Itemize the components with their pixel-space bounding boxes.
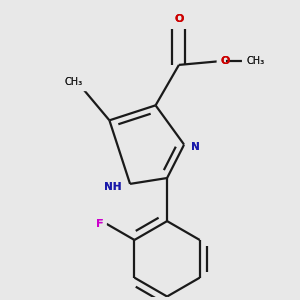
FancyBboxPatch shape [185,142,196,153]
Text: F: F [96,219,103,229]
FancyBboxPatch shape [242,57,263,66]
Text: O: O [220,56,230,66]
Text: NH: NH [103,182,121,192]
Text: CH₃: CH₃ [246,56,265,66]
FancyBboxPatch shape [217,57,226,66]
Text: CH₃: CH₃ [64,77,82,87]
Text: CH₃: CH₃ [64,77,82,87]
Text: O: O [174,14,184,24]
FancyBboxPatch shape [98,219,107,229]
Text: O: O [220,56,230,66]
Text: NH: NH [103,182,121,192]
FancyBboxPatch shape [70,82,91,91]
Text: N: N [190,142,199,152]
Text: O: O [174,14,184,24]
Text: CH₃: CH₃ [246,56,265,66]
Text: F: F [96,219,103,229]
Text: N: N [190,142,199,152]
FancyBboxPatch shape [174,17,184,26]
FancyBboxPatch shape [98,181,123,191]
